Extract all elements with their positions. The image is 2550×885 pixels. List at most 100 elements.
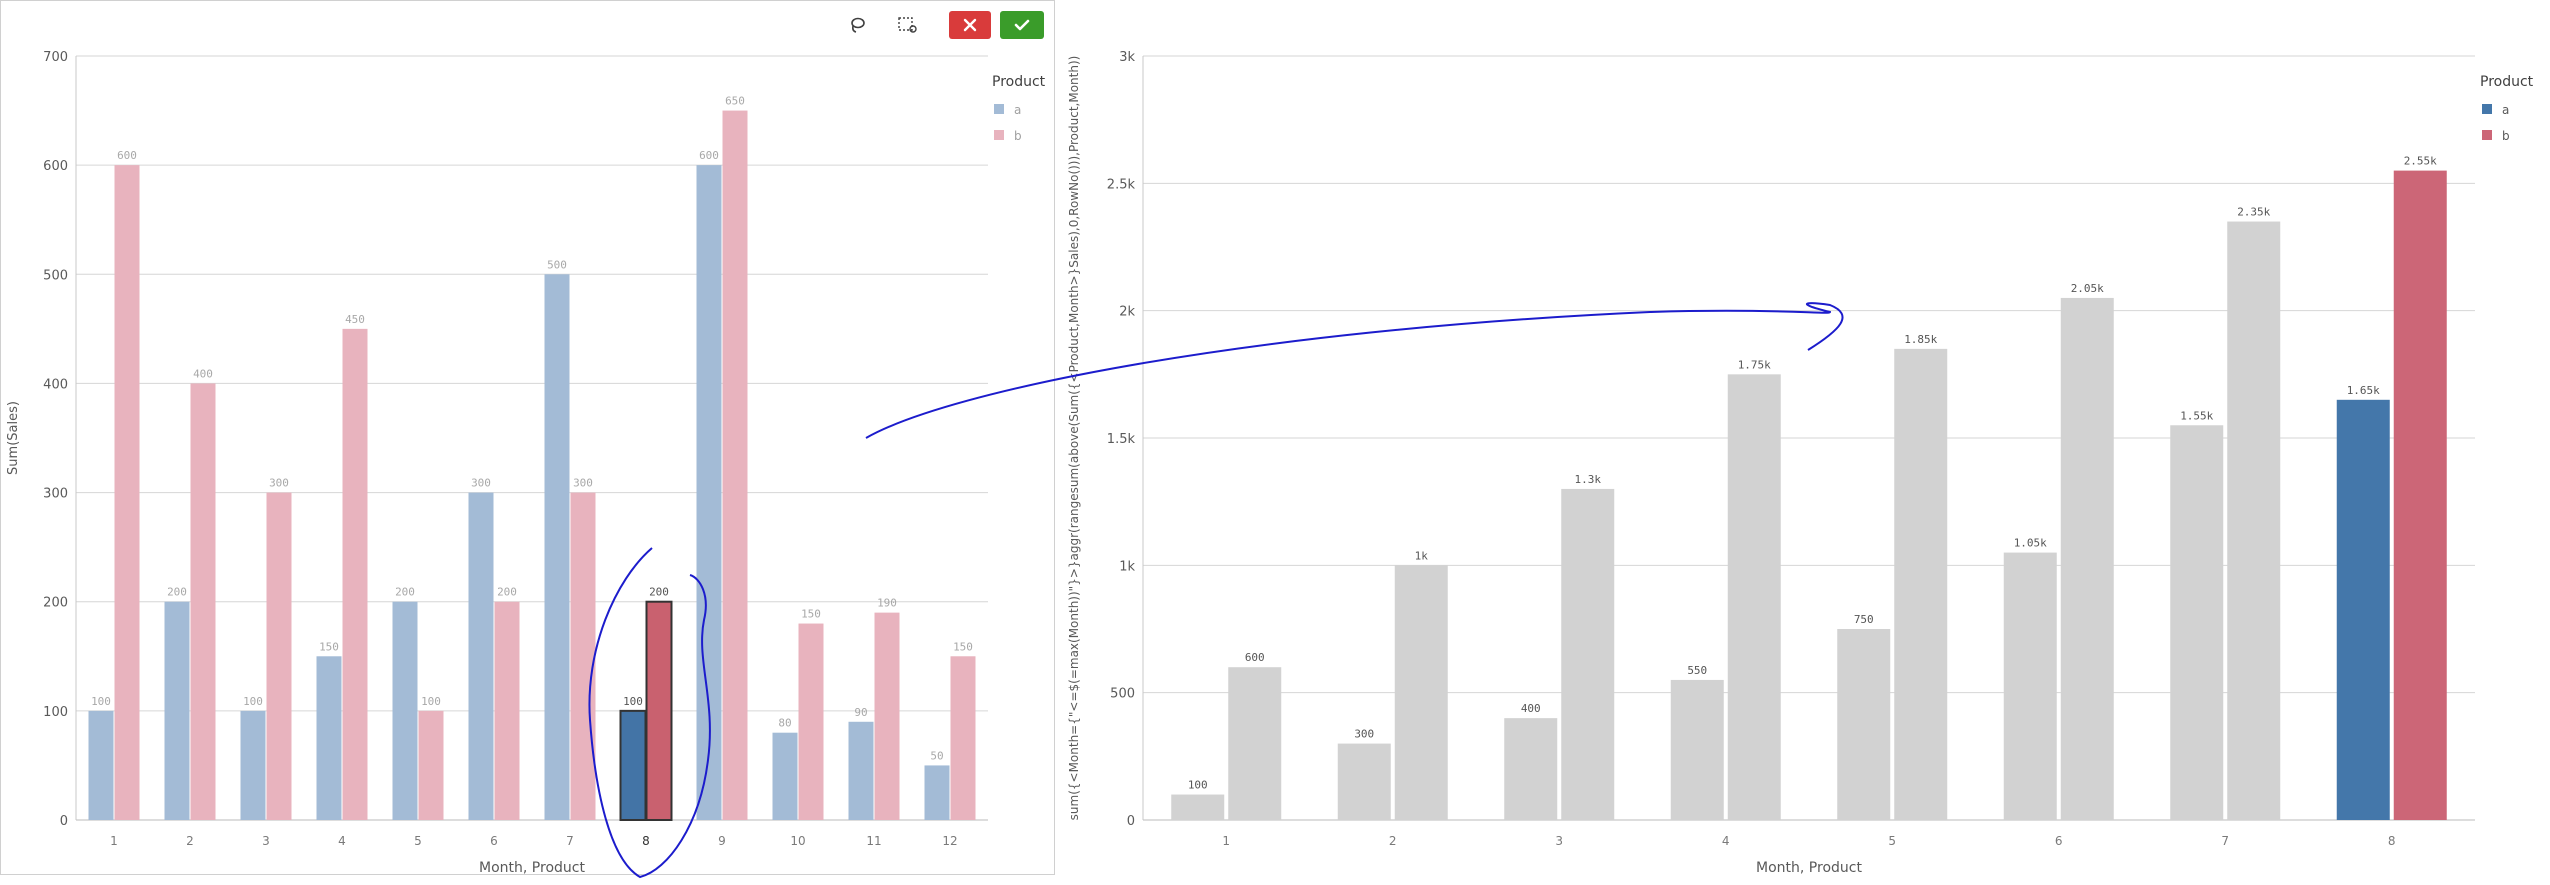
x-tick-label: 9 [718, 834, 726, 848]
y-tick-label: 1k [1119, 559, 1135, 574]
x-tick-label: 5 [1888, 834, 1896, 848]
confirm-selection-button[interactable] [1000, 11, 1044, 39]
cancel-selection-button[interactable] [949, 11, 991, 39]
data-label: 2.05k [2071, 282, 2104, 295]
data-label: 600 [699, 149, 719, 162]
data-label: 450 [345, 313, 365, 326]
bar-b-3 [266, 492, 292, 820]
legend-label-a: a [2502, 103, 2509, 117]
x-tick-label: 8 [2388, 834, 2396, 848]
bar-a-5 [1837, 629, 1891, 820]
data-label: 80 [778, 717, 791, 730]
bar-a-1 [1171, 794, 1225, 820]
data-label: 300 [1354, 728, 1374, 741]
data-label: 750 [1854, 613, 1874, 626]
x-tick-label: 3 [1555, 834, 1563, 848]
bar-a-4 [316, 656, 342, 820]
bar-b-10 [798, 623, 824, 820]
data-label: 1k [1415, 549, 1429, 562]
x-tick-label: 10 [790, 834, 805, 848]
y-tick-label: 700 [43, 50, 68, 65]
close-icon [963, 18, 977, 32]
y-tick-label: 400 [43, 377, 68, 392]
bar-a-7 [2170, 425, 2224, 820]
y-tick-label: 600 [43, 159, 68, 174]
y-tick-label: 1.5k [1107, 432, 1136, 447]
data-label: 190 [877, 597, 897, 610]
bar-a-8 [2336, 399, 2390, 820]
legend-swatch-b [994, 130, 1004, 140]
check-icon [1014, 19, 1030, 31]
x-axis-title: Month, Product [1756, 860, 1862, 876]
y-tick-label: 500 [1110, 687, 1135, 702]
bar-b-9 [722, 110, 748, 821]
x-tick-label: 4 [1722, 834, 1730, 848]
rectangle-select-button[interactable] [891, 11, 925, 39]
data-label: 550 [1687, 664, 1707, 677]
bar-b-2 [1394, 565, 1448, 820]
y-tick-label: 3k [1119, 50, 1135, 65]
y-tick-label: 0 [60, 814, 68, 829]
data-label: 150 [319, 640, 339, 653]
data-label: 200 [649, 586, 669, 599]
data-label: 500 [547, 258, 567, 271]
data-label: 650 [725, 95, 745, 108]
cumulative-sales-bar-chart: 0 500 1k 1.5k 2k 2.5k 3k 1 100 600 2 300 1k 3 400 1.3k 4… [1067, 50, 2534, 876]
bar-b-8 [2393, 170, 2447, 821]
y-tick-label: 100 [43, 705, 68, 720]
x-tick-label: 6 [2055, 834, 2063, 848]
bar-a-5 [392, 601, 418, 820]
x-tick-label: 6 [490, 834, 498, 848]
data-label: 400 [1521, 702, 1541, 715]
y-tick-label: 300 [43, 487, 68, 502]
rectangle-select-icon [898, 17, 917, 33]
data-label: 200 [167, 586, 187, 599]
bar-a-6 [468, 492, 494, 820]
data-label: 300 [471, 477, 491, 490]
data-label: 100 [623, 695, 643, 708]
x-axis-title: Month, Product [479, 860, 585, 876]
bar-a-11 [848, 721, 874, 820]
bar-a-9 [696, 165, 722, 821]
x-tick-label: 2 [1389, 834, 1397, 848]
x-tick-label: 7 [2221, 834, 2229, 848]
data-label: 300 [573, 477, 593, 490]
data-label: 150 [953, 640, 973, 653]
x-tick-label: 7 [566, 834, 574, 848]
data-label: 200 [497, 586, 517, 599]
bar-b-7 [570, 492, 596, 820]
data-label: 50 [930, 749, 943, 762]
bar-b-3 [1561, 488, 1615, 820]
y-tick-label: 2k [1119, 305, 1135, 320]
legend-swatch-b [2482, 130, 2492, 140]
legend-title: Product [2480, 74, 2534, 90]
data-label: 1.05k [2014, 537, 2047, 550]
bar-a-3 [240, 710, 266, 820]
data-label: 1.65k [2347, 384, 2380, 397]
bar-a-8 [619, 709, 647, 821]
bar-b-4 [1727, 374, 1781, 820]
bar-b-11 [874, 612, 900, 820]
data-label: 1.85k [1904, 333, 1937, 346]
x-tick-label: 1 [1222, 834, 1230, 848]
x-tick-label: 8 [642, 834, 650, 848]
y-axis-title: sum({<Month={"<=$(=max(Month))"}>}aggr(r… [1067, 56, 1081, 821]
lasso-button[interactable] [841, 11, 875, 39]
bar-b-5 [1894, 348, 1948, 820]
legend-swatch-a [994, 104, 1004, 114]
data-label: 90 [854, 706, 867, 719]
bar-b-6 [494, 601, 520, 820]
y-tick-label: 0 [1127, 814, 1135, 829]
data-label: 600 [1245, 651, 1265, 664]
legend-label-b: b [1014, 129, 1022, 143]
data-label: 300 [269, 477, 289, 490]
legend-swatch-a [2482, 104, 2492, 114]
data-label: 100 [243, 695, 263, 708]
bar-a-7 [544, 274, 570, 820]
x-tick-label: 5 [414, 834, 422, 848]
data-label: 1.75k [1738, 358, 1771, 371]
bar-b-1 [114, 165, 140, 821]
sales-by-month-bar-chart: 0 100 200 300 400 500 600 700 1 100 600 2 200 400 3 100… [6, 50, 1046, 876]
bar-b-5 [418, 710, 444, 820]
x-tick-label: 4 [338, 834, 346, 848]
